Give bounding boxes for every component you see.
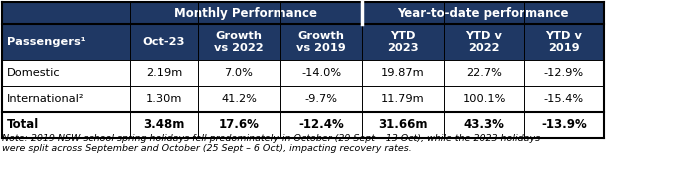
Bar: [198, 112, 280, 138]
Text: 3.48m: 3.48m: [143, 119, 184, 132]
Bar: [2, 24, 130, 60]
Text: -15.4%: -15.4%: [544, 94, 584, 104]
Text: 2.19m: 2.19m: [146, 68, 182, 78]
Text: YTD v
2022: YTD v 2022: [466, 31, 503, 53]
Text: -12.9%: -12.9%: [544, 68, 584, 78]
Text: YTD v
2019: YTD v 2019: [546, 31, 582, 53]
Text: 11.79m: 11.79m: [381, 94, 425, 104]
Bar: [2, 86, 130, 112]
Bar: [198, 60, 280, 86]
Bar: [524, 24, 604, 60]
Text: 100.1%: 100.1%: [462, 94, 505, 104]
Bar: [362, 2, 604, 24]
Text: 22.7%: 22.7%: [466, 68, 502, 78]
Bar: [362, 24, 444, 60]
Text: Growth
vs 2019: Growth vs 2019: [296, 31, 346, 53]
Bar: [130, 60, 198, 86]
Bar: [362, 112, 444, 138]
Text: Oct-23: Oct-23: [143, 37, 185, 47]
Bar: [280, 60, 362, 86]
Bar: [524, 112, 604, 138]
Bar: [362, 86, 444, 112]
Text: -12.4%: -12.4%: [298, 119, 344, 132]
Text: -9.7%: -9.7%: [304, 94, 337, 104]
Text: Passengers¹: Passengers¹: [7, 37, 85, 47]
Bar: [444, 60, 524, 86]
Bar: [362, 60, 444, 86]
Bar: [2, 112, 130, 138]
Text: -13.9%: -13.9%: [541, 119, 587, 132]
Bar: [130, 86, 198, 112]
Text: 17.6%: 17.6%: [219, 119, 259, 132]
Bar: [198, 24, 280, 60]
Bar: [444, 86, 524, 112]
Bar: [130, 112, 198, 138]
Bar: [444, 112, 524, 138]
Text: -14.0%: -14.0%: [301, 68, 341, 78]
Bar: [2, 60, 130, 86]
Bar: [524, 86, 604, 112]
Text: 1.30m: 1.30m: [146, 94, 182, 104]
Text: Note: 2019 NSW school spring holidays fell predominately in October (29 Sept – 1: Note: 2019 NSW school spring holidays fe…: [2, 134, 540, 153]
Bar: [524, 60, 604, 86]
Bar: [444, 24, 524, 60]
Text: Monthly Performance: Monthly Performance: [174, 7, 318, 19]
Text: 31.66m: 31.66m: [378, 119, 428, 132]
Bar: [2, 2, 130, 24]
Bar: [198, 86, 280, 112]
Text: 7.0%: 7.0%: [225, 68, 254, 78]
Text: YTD
2023: YTD 2023: [387, 31, 419, 53]
Text: 19.87m: 19.87m: [381, 68, 425, 78]
Bar: [280, 86, 362, 112]
Text: International²: International²: [7, 94, 85, 104]
Text: Total: Total: [7, 119, 39, 132]
Bar: [130, 2, 362, 24]
Text: Year-to-date performance: Year-to-date performance: [397, 7, 569, 19]
Text: 43.3%: 43.3%: [464, 119, 505, 132]
Text: Domestic: Domestic: [7, 68, 61, 78]
Bar: [280, 24, 362, 60]
Text: 41.2%: 41.2%: [221, 94, 257, 104]
Bar: [130, 24, 198, 60]
Bar: [280, 112, 362, 138]
Text: Growth
vs 2022: Growth vs 2022: [214, 31, 264, 53]
